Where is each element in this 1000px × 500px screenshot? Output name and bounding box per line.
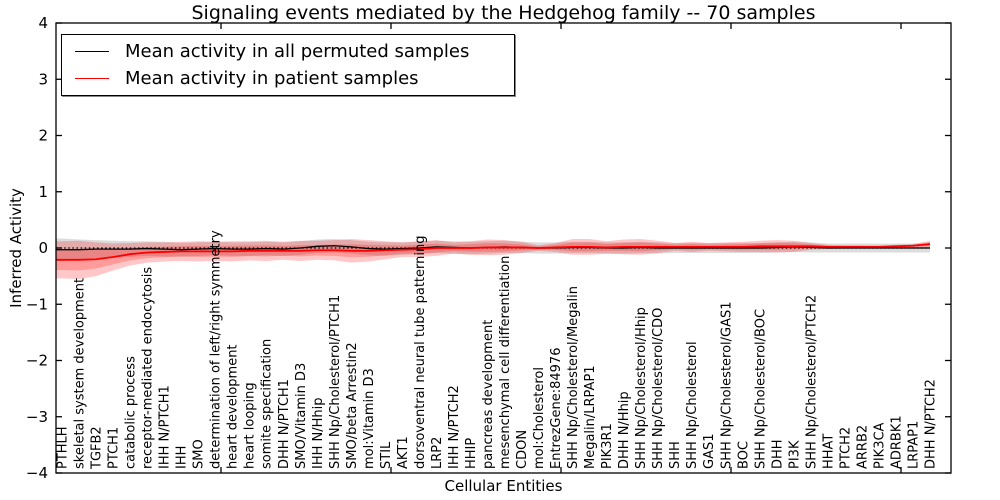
legend-label: Mean activity in all permuted samples: [125, 41, 470, 62]
x-category-label: Megalin/LRPAP1: [583, 365, 598, 469]
y-tick-label: −2: [26, 352, 48, 370]
x-category-label: receptor-mediated endocytosis: [141, 267, 156, 469]
x-category-label: LRPAP1: [907, 421, 922, 469]
x-category-label: SHH Np/Cholesterol/Hhip: [634, 307, 649, 469]
x-category-label: IHH N/PTCH2: [447, 385, 462, 469]
y-axis-label: Inferred Activity: [7, 188, 25, 308]
x-category-label: BOC: [736, 441, 751, 469]
x-category-label: SHH Np/Cholesterol/CDO: [651, 308, 666, 469]
x-category-label: PI3K: [787, 440, 802, 469]
x-category-label: SHH Np/Cholesterol/Megalin: [566, 286, 581, 469]
y-tick-label: 3: [38, 70, 48, 88]
legend-label: Mean activity in patient samples: [125, 68, 419, 89]
x-category-label: skeletal system development: [73, 278, 88, 469]
legend-line-sample-black: [75, 51, 109, 52]
x-category-label: IHH N/Hhip: [311, 398, 326, 470]
x-category-label: catabolic process: [124, 356, 139, 469]
x-category-label: DHH N/Hhip: [617, 391, 632, 469]
x-category-label: heart looping: [243, 382, 258, 469]
x-category-label: determination of left/right symmetry: [209, 230, 224, 469]
x-category-label: SHH Np/Cholesterol/PTCH1: [328, 295, 343, 469]
chart-title: Signaling events mediated by the Hedgeho…: [191, 2, 816, 24]
x-category-label: PTCH1: [107, 427, 122, 469]
y-tick-label: −3: [26, 408, 48, 426]
x-category-label: mol:Vitamin D3: [362, 368, 377, 469]
x-category-label: EntrezGene:84976: [549, 348, 564, 469]
x-category-label: somite specification: [260, 339, 275, 469]
x-category-label: SMO: [192, 439, 207, 469]
x-category-label: PTHLH: [56, 426, 71, 469]
x-category-label: SMO/Vitamin D3: [294, 363, 309, 469]
legend-line-sample-red: [75, 78, 109, 79]
x-category-label: PIK3R1: [600, 423, 615, 469]
x-category-label: GAS1: [702, 434, 717, 470]
x-category-label: mol:Cholesterol: [532, 367, 547, 469]
y-tick-label: −4: [26, 464, 48, 482]
x-category-label: DHH N/PTCH2: [924, 379, 939, 469]
x-category-label: pancreas development: [481, 320, 496, 469]
x-category-label: PTCH2: [838, 427, 853, 469]
x-category-label: PIK3CA: [872, 422, 887, 469]
x-category-label: dorsoventral neural tube patterning: [413, 236, 428, 469]
x-category-label: mesenchymal cell differentiation: [498, 256, 513, 469]
legend-box: Mean activity in all permuted samples Me…: [61, 34, 515, 96]
x-axis-label: Cellular Entities: [444, 477, 563, 495]
x-category-label: SHH Np/Cholesterol/PTCH2: [804, 295, 819, 469]
y-tick-label: −1: [26, 295, 48, 313]
x-category-label: SHH Np/Cholesterol: [685, 341, 700, 469]
patient-mean-line: [56, 243, 931, 261]
x-category-label: TGFB2: [90, 426, 105, 470]
x-category-label: HHAT: [821, 434, 836, 469]
x-category-label: LRP2: [430, 437, 445, 469]
x-category-label: DHH N/PTCH1: [277, 379, 292, 469]
legend-entry-permuted: Mean activity in all permuted samples: [62, 41, 514, 62]
x-category-label: SHH Np/Cholesterol/GAS1: [719, 301, 734, 469]
x-category-label: heart development: [226, 344, 241, 469]
x-category-label: STIL: [379, 441, 394, 469]
y-tick-label: 1: [38, 183, 48, 201]
x-category-label: DHH: [770, 439, 785, 469]
x-category-label: IHH N/PTCH1: [158, 385, 173, 469]
y-tick-label: 2: [38, 127, 48, 145]
x-category-label: SHH Np/Cholesterol/BOC: [753, 309, 768, 469]
permuted-spread-band: [56, 238, 930, 261]
x-category-label: AKT1: [396, 436, 411, 469]
x-category-label: HHIP: [464, 438, 479, 469]
y-tick-label: 0: [38, 239, 48, 257]
x-category-label: ARRB2: [855, 425, 870, 469]
y-tick-label: 4: [38, 14, 48, 32]
legend-entry-patient: Mean activity in patient samples: [62, 68, 514, 89]
x-category-label: SHH: [668, 441, 683, 469]
x-category-label: SMO/beta Arrestin2: [345, 342, 360, 469]
x-category-label: ADRBK1: [890, 415, 905, 469]
x-category-label: IHH: [175, 446, 190, 469]
x-category-label: CDON: [515, 430, 530, 469]
